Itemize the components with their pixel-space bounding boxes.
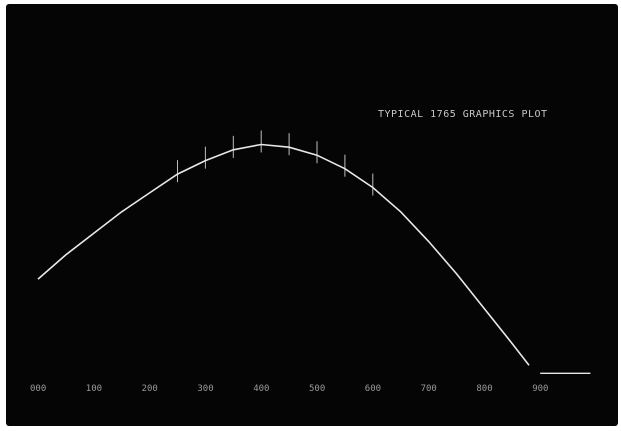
x-tick-label: 300 [197,384,213,394]
x-tick-label: 200 [142,384,158,394]
x-tick-label: 500 [309,384,325,394]
plot-title: TYPICAL 1765 GRAPHICS PLOT [378,109,548,120]
x-tick-label: 000 [30,384,46,394]
plot-canvas: 000 100 200 300 400 500 600 700 800 900 TYPICAL 1… [30,109,591,394]
x-tick-label: 700 [421,384,437,394]
x-tick-label: 400 [253,384,269,394]
x-tick-label: 900 [532,384,548,394]
x-tick-label: 800 [476,384,492,394]
x-tick-label: 600 [365,384,381,394]
plot-curve [37,143,530,366]
x-axis-ticks: 000 100 200 300 400 500 600 700 800 900 [30,384,548,394]
marker-ticks [177,130,374,196]
crt-screen: 000 100 200 300 400 500 600 700 800 900 TYPICAL 1… [6,4,618,426]
x-tick-label: 100 [86,384,102,394]
